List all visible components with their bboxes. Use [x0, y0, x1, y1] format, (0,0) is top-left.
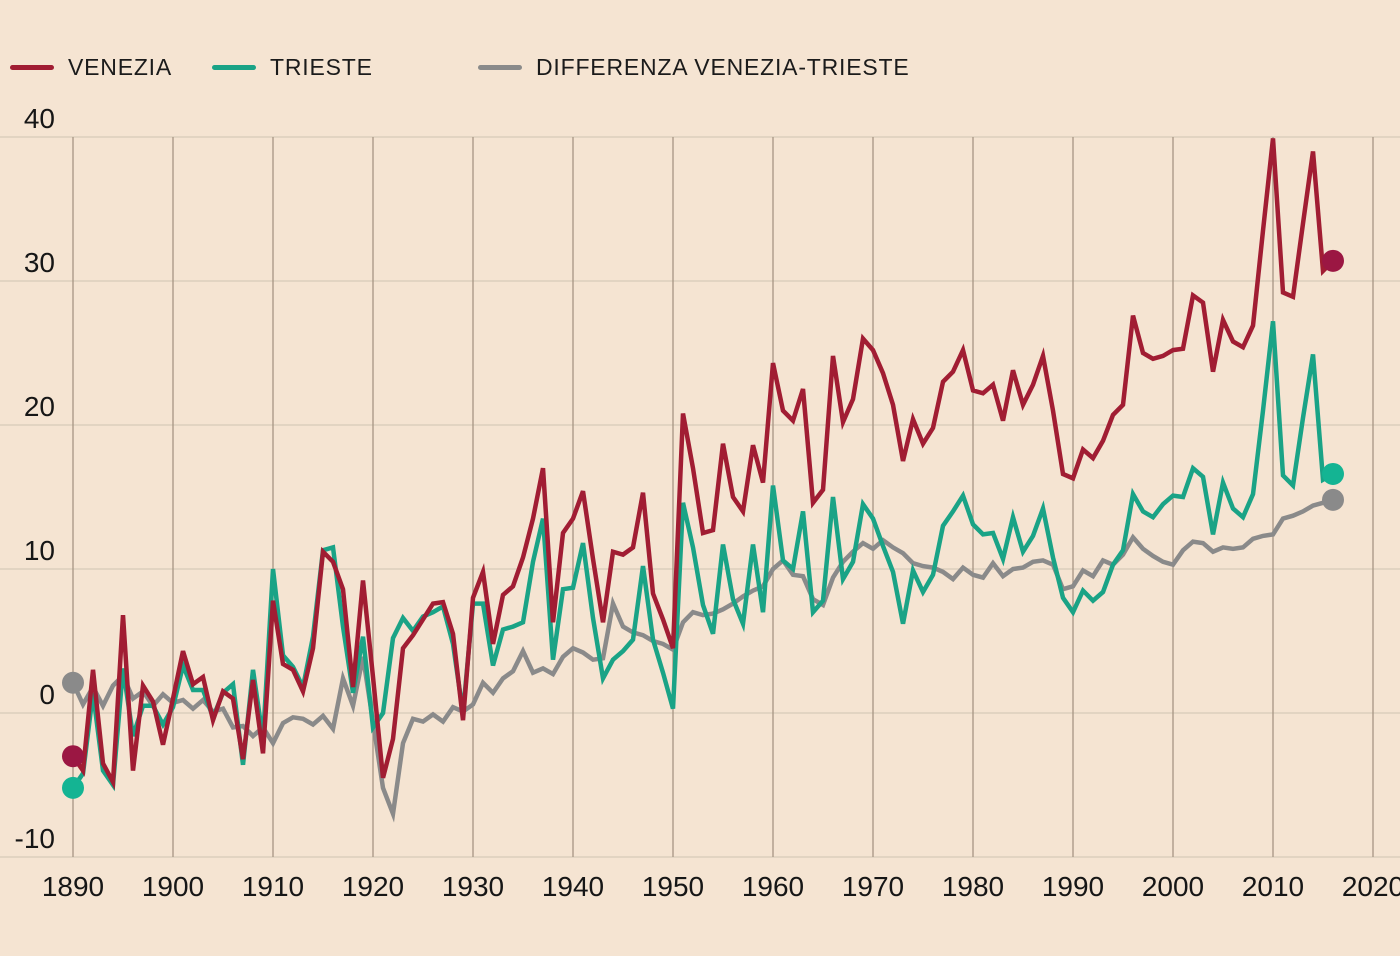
legend-label-venezia: VENEZIA — [68, 53, 173, 80]
x-tick-label: 1990 — [1042, 871, 1104, 902]
legend-swatch-differenza — [478, 64, 522, 70]
x-tick-label: 1910 — [242, 871, 304, 902]
x-tick-label: 1920 — [342, 871, 404, 902]
chart-legend: VENEZIA TRIESTE DIFFERENZA VENEZIA-TRIES… — [0, 54, 1400, 80]
x-tick-label: 2020 — [1342, 871, 1400, 902]
x-tick-label: 2010 — [1242, 871, 1304, 902]
y-tick-label: 10 — [24, 535, 55, 566]
legend-item-differenza: DIFFERENZA VENEZIA-TRIESTE — [478, 54, 910, 80]
line-differenza-venezia-trieste — [70, 497, 1334, 823]
h-gridlines — [0, 136, 1400, 858]
y-axis-labels: 40 30 20 10 0 -10 — [15, 103, 55, 854]
series-dots — [62, 249, 1344, 799]
x-tick-label: 1960 — [742, 871, 804, 902]
y-tick-label: 30 — [24, 247, 55, 278]
series-lines — [70, 138, 1335, 823]
endpoint-dot-trieste — [62, 776, 84, 799]
x-tick-label: 1970 — [842, 871, 904, 902]
x-axis-labels: 1890 1900 1910 1920 1930 1940 1950 1960 1970 1980… — [42, 871, 1400, 902]
y-tick-label: 20 — [24, 391, 55, 422]
line-venezia — [71, 138, 1335, 791]
endpoint-dot-trieste — [1322, 462, 1344, 485]
x-tick-label: 1980 — [942, 871, 1004, 902]
x-tick-label: 2000 — [1142, 871, 1204, 902]
legend-label-differenza: DIFFERENZA VENEZIA-TRIESTE — [536, 53, 910, 80]
x-tick-label: 1940 — [542, 871, 604, 902]
y-tick-label: -10 — [15, 823, 55, 854]
y-tick-label: 0 — [39, 679, 55, 710]
x-tick-label: 1950 — [642, 871, 704, 902]
endpoint-dot-differenza-venezia-trieste — [1322, 488, 1344, 511]
y-tick-label: 40 — [24, 103, 55, 134]
x-tick-label: 1890 — [42, 871, 104, 902]
x-tick-label: 1930 — [442, 871, 504, 902]
endpoint-dot-differenza-venezia-trieste — [62, 671, 84, 694]
legend-swatch-trieste — [212, 64, 256, 70]
endpoint-dot-venezia — [62, 745, 84, 768]
legend-label-trieste: TRIESTE — [270, 53, 373, 80]
legend-swatch-venezia — [10, 64, 54, 70]
legend-item-venezia: VENEZIA — [10, 54, 172, 80]
endpoint-dot-venezia — [1322, 249, 1344, 272]
x-tick-label: 1900 — [142, 871, 204, 902]
line-trieste — [71, 321, 1335, 792]
legend-item-trieste: TRIESTE — [212, 54, 373, 80]
